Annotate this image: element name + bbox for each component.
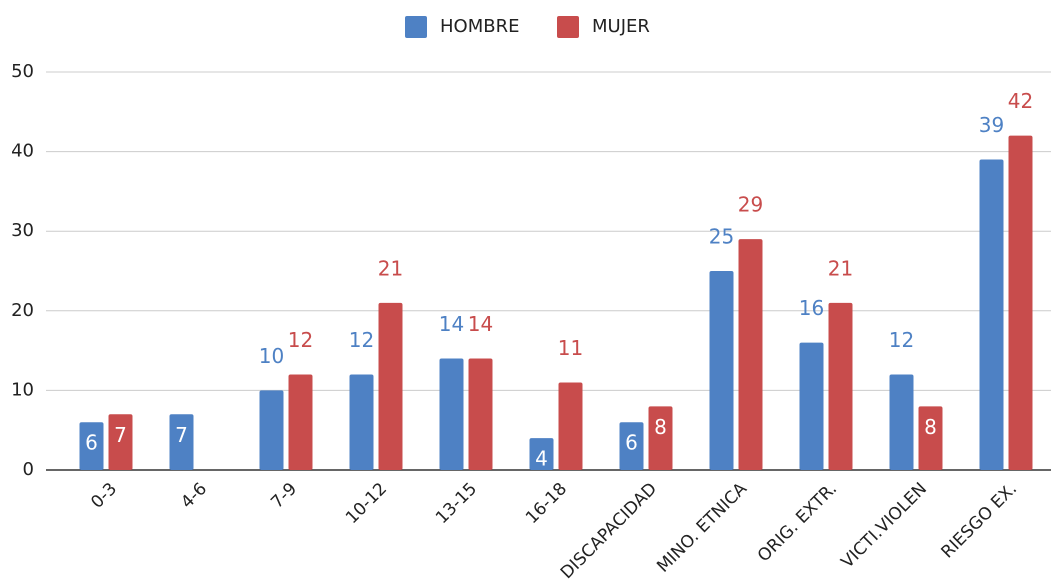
data-label: 4 [535, 447, 548, 471]
x-tick-label: 4-6 [177, 479, 211, 513]
data-label: 14 [439, 312, 464, 336]
bar [468, 358, 493, 470]
y-tick-label: 0 [23, 459, 34, 480]
data-label: 7 [114, 423, 127, 447]
bar [529, 438, 554, 470]
x-tick-label: 16-18 [522, 479, 571, 528]
x-tick-label: DISCAPACIDAD [557, 479, 661, 583]
data-label: 12 [889, 328, 914, 352]
legend-label: HOMBRE [440, 16, 519, 37]
y-tick-label: 20 [11, 300, 34, 321]
bar [439, 358, 464, 470]
data-label: 29 [738, 193, 763, 217]
bar [79, 422, 104, 470]
bar [709, 271, 734, 470]
data-label: 8 [654, 415, 667, 439]
data-label: 6 [85, 431, 98, 455]
bar [558, 382, 583, 470]
y-tick-label: 10 [11, 379, 34, 400]
bar [349, 374, 374, 470]
bar [828, 302, 853, 470]
x-tick-label: 7-9 [267, 479, 301, 513]
bar [1008, 135, 1033, 470]
y-tick-label: 40 [11, 141, 34, 162]
data-label: 12 [349, 328, 374, 352]
bar [889, 374, 914, 470]
bar [108, 414, 133, 470]
data-label: 12 [288, 328, 313, 352]
data-label: 42 [1008, 89, 1033, 113]
x-tick-label: ORIG. EXTR. [754, 479, 841, 566]
bar [619, 422, 644, 470]
legend-label: MUJER [592, 16, 650, 37]
bar [169, 414, 194, 470]
bar [259, 390, 284, 470]
x-tick-label: 10-12 [342, 479, 391, 528]
bar [738, 239, 763, 470]
data-label: 10 [259, 344, 284, 368]
x-tick-label: VICTI.VIOLEN [838, 479, 932, 573]
bar [979, 159, 1004, 470]
x-tick-label: RIESGO EX. [938, 479, 1022, 563]
data-label: 39 [979, 113, 1004, 137]
data-label: 21 [378, 256, 403, 280]
data-label: 8 [924, 415, 937, 439]
x-tick-label: 13-15 [432, 479, 481, 528]
y-tick-label: 30 [11, 220, 34, 241]
bar [799, 342, 824, 470]
bar [918, 406, 943, 470]
x-tick-label: MINO. ETNICA [653, 479, 751, 577]
legend-swatch [557, 16, 579, 38]
y-tick-label: 50 [11, 61, 34, 82]
data-label: 14 [468, 312, 493, 336]
data-label: 25 [709, 225, 734, 249]
x-tick-label: 0-3 [87, 479, 121, 513]
bar [378, 302, 403, 470]
data-label: 21 [828, 256, 853, 280]
bar [288, 374, 313, 470]
data-label: 16 [799, 296, 824, 320]
data-label: 11 [558, 336, 583, 360]
legend-swatch [405, 16, 427, 38]
data-label: 7 [175, 423, 188, 447]
data-label: 6 [625, 431, 638, 455]
bar [648, 406, 673, 470]
